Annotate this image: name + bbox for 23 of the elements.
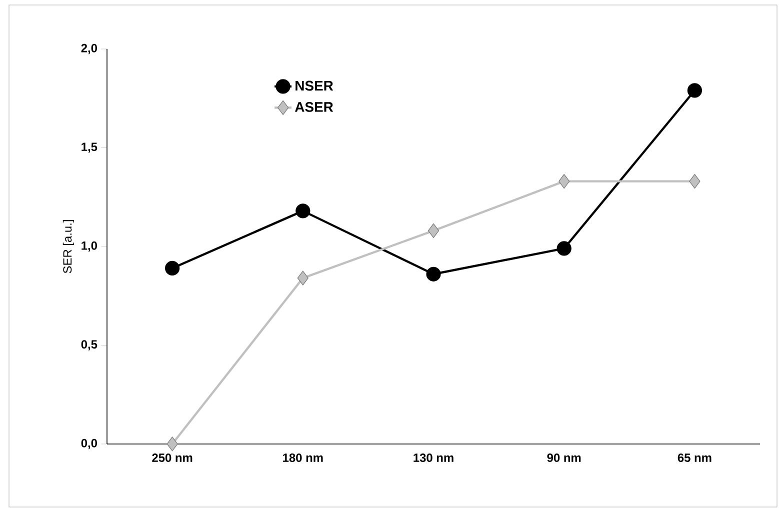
point [689,174,700,189]
point [166,436,178,452]
point [296,204,310,218]
point [297,270,308,286]
y-tick-label: 1,5 [82,142,98,153]
legend-label: ASER [294,102,334,112]
y-axis-title: SER [a.u.] [62,220,74,274]
y-tick-label: 0,5 [81,340,98,350]
x-tick-label: 90 nm [547,454,581,462]
point [426,266,441,282]
y-tick-label: 0,0 [81,438,97,450]
x-tick-label: 130 nm [414,454,454,462]
y-tick-label: 2,0 [81,44,97,54]
point [556,241,572,256]
x-tick-label: 65 nm [678,454,712,462]
point [165,260,180,276]
point [687,83,702,98]
legend-label: NSER [296,80,334,91]
x-tick-label: 180 nm [283,454,323,462]
point [558,174,570,189]
x-tick-label: 250 nm [152,454,192,462]
y-tick-label: 1,0 [82,241,97,252]
point [428,223,440,238]
